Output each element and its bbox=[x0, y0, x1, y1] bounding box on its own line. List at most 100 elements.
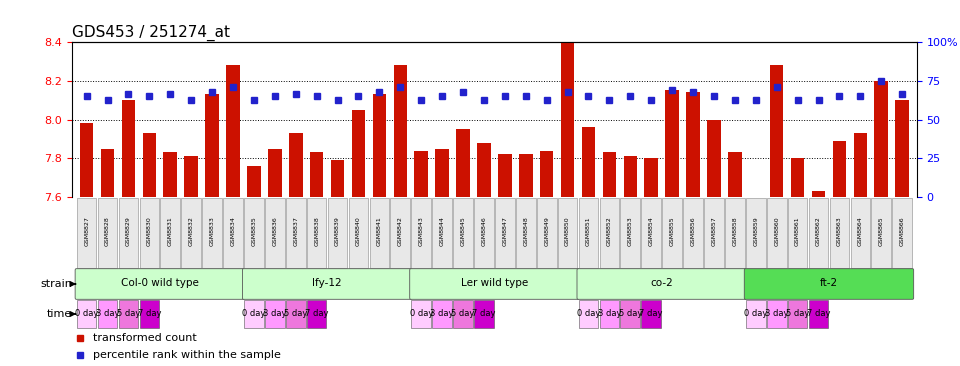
Text: GSM8833: GSM8833 bbox=[209, 217, 215, 246]
FancyBboxPatch shape bbox=[77, 198, 96, 268]
Text: GSM8847: GSM8847 bbox=[502, 217, 507, 246]
FancyBboxPatch shape bbox=[662, 198, 682, 268]
Text: GSM8866: GSM8866 bbox=[900, 217, 904, 246]
FancyBboxPatch shape bbox=[537, 198, 557, 268]
FancyBboxPatch shape bbox=[474, 198, 493, 268]
Bar bbox=[540, 150, 554, 197]
Bar bbox=[477, 143, 491, 197]
Text: 3 day: 3 day bbox=[430, 309, 454, 318]
FancyBboxPatch shape bbox=[160, 198, 180, 268]
FancyBboxPatch shape bbox=[808, 300, 828, 328]
FancyBboxPatch shape bbox=[244, 300, 264, 328]
FancyBboxPatch shape bbox=[453, 300, 473, 328]
Text: GSM8846: GSM8846 bbox=[482, 217, 487, 246]
FancyBboxPatch shape bbox=[641, 300, 661, 328]
Text: GSM8853: GSM8853 bbox=[628, 217, 633, 246]
Text: GSM8857: GSM8857 bbox=[711, 217, 716, 246]
Text: GSM8828: GSM8828 bbox=[105, 217, 110, 246]
Text: GSM8834: GSM8834 bbox=[230, 217, 235, 246]
Bar bbox=[853, 133, 867, 197]
FancyBboxPatch shape bbox=[767, 198, 786, 268]
Bar bbox=[770, 65, 783, 197]
Bar bbox=[101, 149, 114, 197]
FancyBboxPatch shape bbox=[474, 300, 493, 328]
FancyBboxPatch shape bbox=[579, 198, 598, 268]
Text: GSM8856: GSM8856 bbox=[690, 217, 696, 246]
FancyBboxPatch shape bbox=[391, 198, 410, 268]
Text: 0 day: 0 day bbox=[242, 309, 266, 318]
FancyBboxPatch shape bbox=[370, 198, 389, 268]
FancyBboxPatch shape bbox=[767, 300, 786, 328]
FancyBboxPatch shape bbox=[495, 198, 515, 268]
Bar bbox=[80, 123, 93, 197]
FancyBboxPatch shape bbox=[516, 198, 536, 268]
Text: GSM8843: GSM8843 bbox=[419, 217, 423, 246]
FancyBboxPatch shape bbox=[223, 198, 243, 268]
FancyBboxPatch shape bbox=[600, 198, 619, 268]
Bar bbox=[351, 110, 365, 197]
Bar bbox=[394, 65, 407, 197]
Bar bbox=[832, 141, 846, 197]
Text: GSM8838: GSM8838 bbox=[314, 217, 319, 246]
Text: GSM8858: GSM8858 bbox=[732, 217, 737, 246]
FancyBboxPatch shape bbox=[577, 269, 746, 299]
Bar bbox=[665, 90, 679, 197]
Text: GSM8852: GSM8852 bbox=[607, 217, 612, 246]
Text: 0 day: 0 day bbox=[577, 309, 600, 318]
Bar bbox=[372, 94, 386, 197]
FancyBboxPatch shape bbox=[746, 198, 766, 268]
Bar bbox=[875, 81, 888, 197]
Bar bbox=[728, 152, 742, 197]
Bar bbox=[624, 156, 637, 197]
FancyBboxPatch shape bbox=[746, 300, 766, 328]
Text: GSM8850: GSM8850 bbox=[565, 217, 570, 246]
FancyBboxPatch shape bbox=[851, 198, 870, 268]
FancyBboxPatch shape bbox=[432, 300, 452, 328]
Text: 5 day: 5 day bbox=[451, 309, 475, 318]
FancyBboxPatch shape bbox=[558, 198, 577, 268]
FancyBboxPatch shape bbox=[453, 198, 473, 268]
FancyBboxPatch shape bbox=[410, 269, 579, 299]
Bar bbox=[603, 152, 616, 197]
Text: GSM8830: GSM8830 bbox=[147, 217, 152, 246]
Bar bbox=[812, 191, 826, 197]
FancyBboxPatch shape bbox=[307, 198, 326, 268]
Text: co-2: co-2 bbox=[650, 279, 673, 288]
FancyBboxPatch shape bbox=[808, 198, 828, 268]
Text: 3 day: 3 day bbox=[96, 309, 119, 318]
FancyBboxPatch shape bbox=[725, 198, 745, 268]
Bar bbox=[143, 133, 156, 197]
Text: 7 day: 7 day bbox=[137, 309, 161, 318]
Bar bbox=[456, 129, 469, 197]
FancyBboxPatch shape bbox=[77, 300, 96, 328]
FancyBboxPatch shape bbox=[327, 198, 348, 268]
Text: percentile rank within the sample: percentile rank within the sample bbox=[93, 350, 281, 360]
Bar bbox=[205, 94, 219, 197]
Text: 0 day: 0 day bbox=[744, 309, 767, 318]
Text: GSM8839: GSM8839 bbox=[335, 217, 340, 246]
Bar bbox=[708, 120, 721, 197]
Text: GSM8864: GSM8864 bbox=[858, 217, 863, 246]
FancyBboxPatch shape bbox=[98, 300, 117, 328]
Text: lfy-12: lfy-12 bbox=[312, 279, 342, 288]
Text: 5 day: 5 day bbox=[284, 309, 307, 318]
Text: GSM8860: GSM8860 bbox=[774, 217, 780, 246]
FancyBboxPatch shape bbox=[119, 198, 138, 268]
Text: 0 day: 0 day bbox=[410, 309, 433, 318]
Text: 7 day: 7 day bbox=[305, 309, 328, 318]
Text: GSM8842: GSM8842 bbox=[397, 217, 403, 246]
FancyBboxPatch shape bbox=[684, 198, 703, 268]
FancyBboxPatch shape bbox=[432, 198, 452, 268]
Text: GSM8837: GSM8837 bbox=[293, 217, 299, 246]
FancyBboxPatch shape bbox=[98, 198, 117, 268]
FancyBboxPatch shape bbox=[412, 198, 431, 268]
Bar bbox=[415, 150, 428, 197]
Text: 3 day: 3 day bbox=[765, 309, 788, 318]
FancyBboxPatch shape bbox=[579, 300, 598, 328]
Bar bbox=[435, 149, 449, 197]
Text: GSM8844: GSM8844 bbox=[440, 217, 444, 246]
Text: GSM8829: GSM8829 bbox=[126, 217, 131, 246]
Bar bbox=[227, 65, 240, 197]
Text: Ler wild type: Ler wild type bbox=[461, 279, 528, 288]
Text: GSM8862: GSM8862 bbox=[816, 217, 821, 246]
